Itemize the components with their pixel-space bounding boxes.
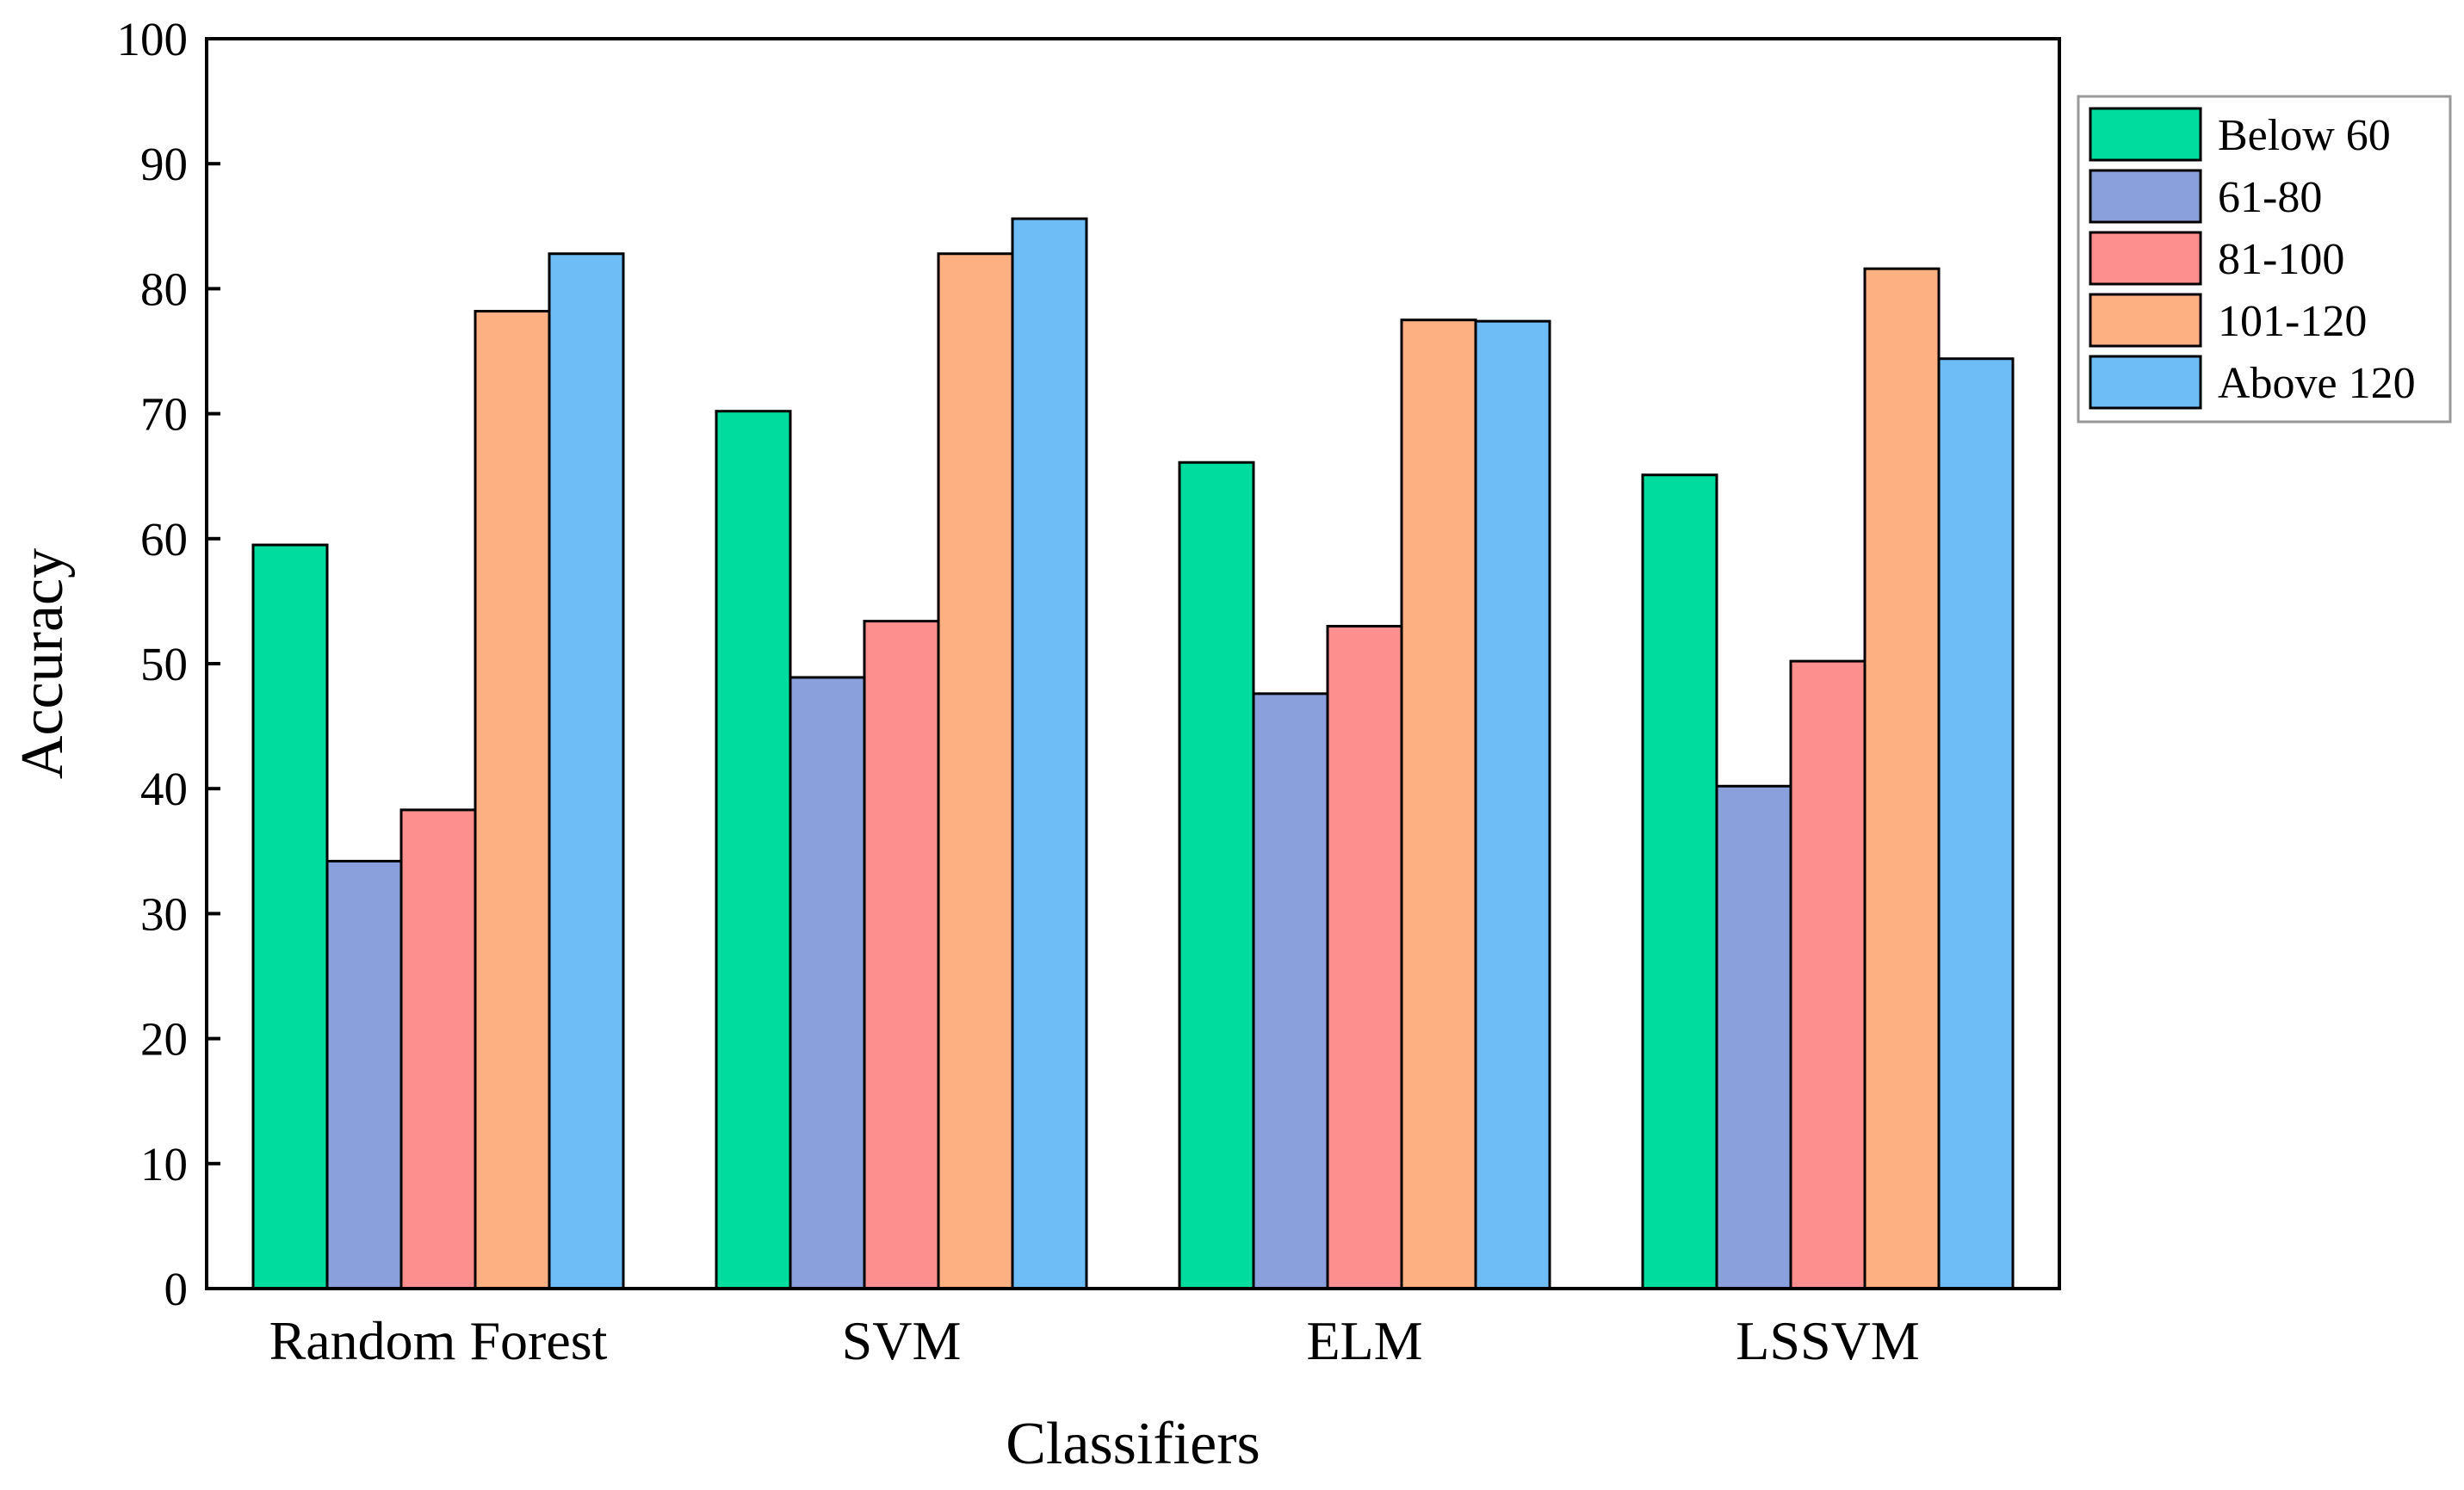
bar-1-series-3 <box>399 808 477 1290</box>
x-tick-label: ELM <box>1306 1310 1422 1371</box>
y-tick-label: 70 <box>140 388 188 441</box>
bar-2-series-3 <box>863 620 940 1290</box>
x-axis-title: Classifiers <box>1006 1411 1260 1477</box>
y-tick-label: 40 <box>140 763 188 815</box>
bar-3-series-3 <box>1326 624 1403 1290</box>
y-tick-label: 60 <box>140 513 188 566</box>
bar-1-series-2 <box>325 859 403 1290</box>
x-tick-label: SVM <box>842 1310 962 1371</box>
y-tick-label: 100 <box>117 13 189 65</box>
bar-2-series-1 <box>715 410 792 1290</box>
y-tick-label: 50 <box>140 638 188 690</box>
bar-1-series-5 <box>548 252 625 1290</box>
y-tick-label: 30 <box>140 887 188 940</box>
legend-swatch <box>2089 293 2202 348</box>
legend-label: Above 120 <box>2218 359 2416 408</box>
x-tick-label: Random Forest <box>269 1310 608 1371</box>
y-tick-label: 90 <box>140 138 188 190</box>
bar-4-series-5 <box>1937 357 2015 1290</box>
bar-2-series-4 <box>937 252 1014 1290</box>
legend: Below 60 61-80 81-100 101-120 Above 120 <box>2077 95 2452 424</box>
bar-3-series-5 <box>1474 319 1551 1290</box>
bar-3-series-4 <box>1400 318 1477 1290</box>
legend-label: 81-100 <box>2218 235 2344 284</box>
legend-swatch <box>2089 107 2202 162</box>
bar-4-series-4 <box>1863 267 1941 1290</box>
bar-4-series-2 <box>1715 784 1792 1290</box>
bar-2-series-2 <box>789 676 866 1290</box>
bar-3-series-2 <box>1252 692 1329 1290</box>
legend-label: Below 60 <box>2218 111 2391 160</box>
y-tick-label: 20 <box>140 1013 188 1066</box>
bars-layer <box>251 217 2015 1290</box>
y-tick-label: 0 <box>164 1263 189 1315</box>
bar-4-series-3 <box>1789 659 1867 1290</box>
y-axis: 0 10 20 30 40 50 60 70 80 90 100 <box>117 13 220 1315</box>
legend-label: 61-80 <box>2218 173 2322 222</box>
x-tick-label: LSSVM <box>1736 1310 1919 1371</box>
bar-1-series-1 <box>251 543 329 1290</box>
bar-3-series-1 <box>1178 461 1255 1290</box>
legend-swatch <box>2089 169 2202 224</box>
y-axis-title: Accuracy <box>9 548 76 779</box>
legend-label: 101-120 <box>2218 297 2367 346</box>
legend-swatch <box>2089 231 2202 286</box>
x-axis: Random Forest SVM ELM LSSVM <box>269 1310 1920 1371</box>
y-tick-label: 80 <box>140 263 188 315</box>
bar-2-series-5 <box>1011 217 1088 1290</box>
bar-4-series-1 <box>1641 473 1718 1290</box>
y-tick-label: 10 <box>140 1138 188 1190</box>
bar-1-series-4 <box>474 310 551 1290</box>
legend-swatch <box>2089 355 2202 410</box>
